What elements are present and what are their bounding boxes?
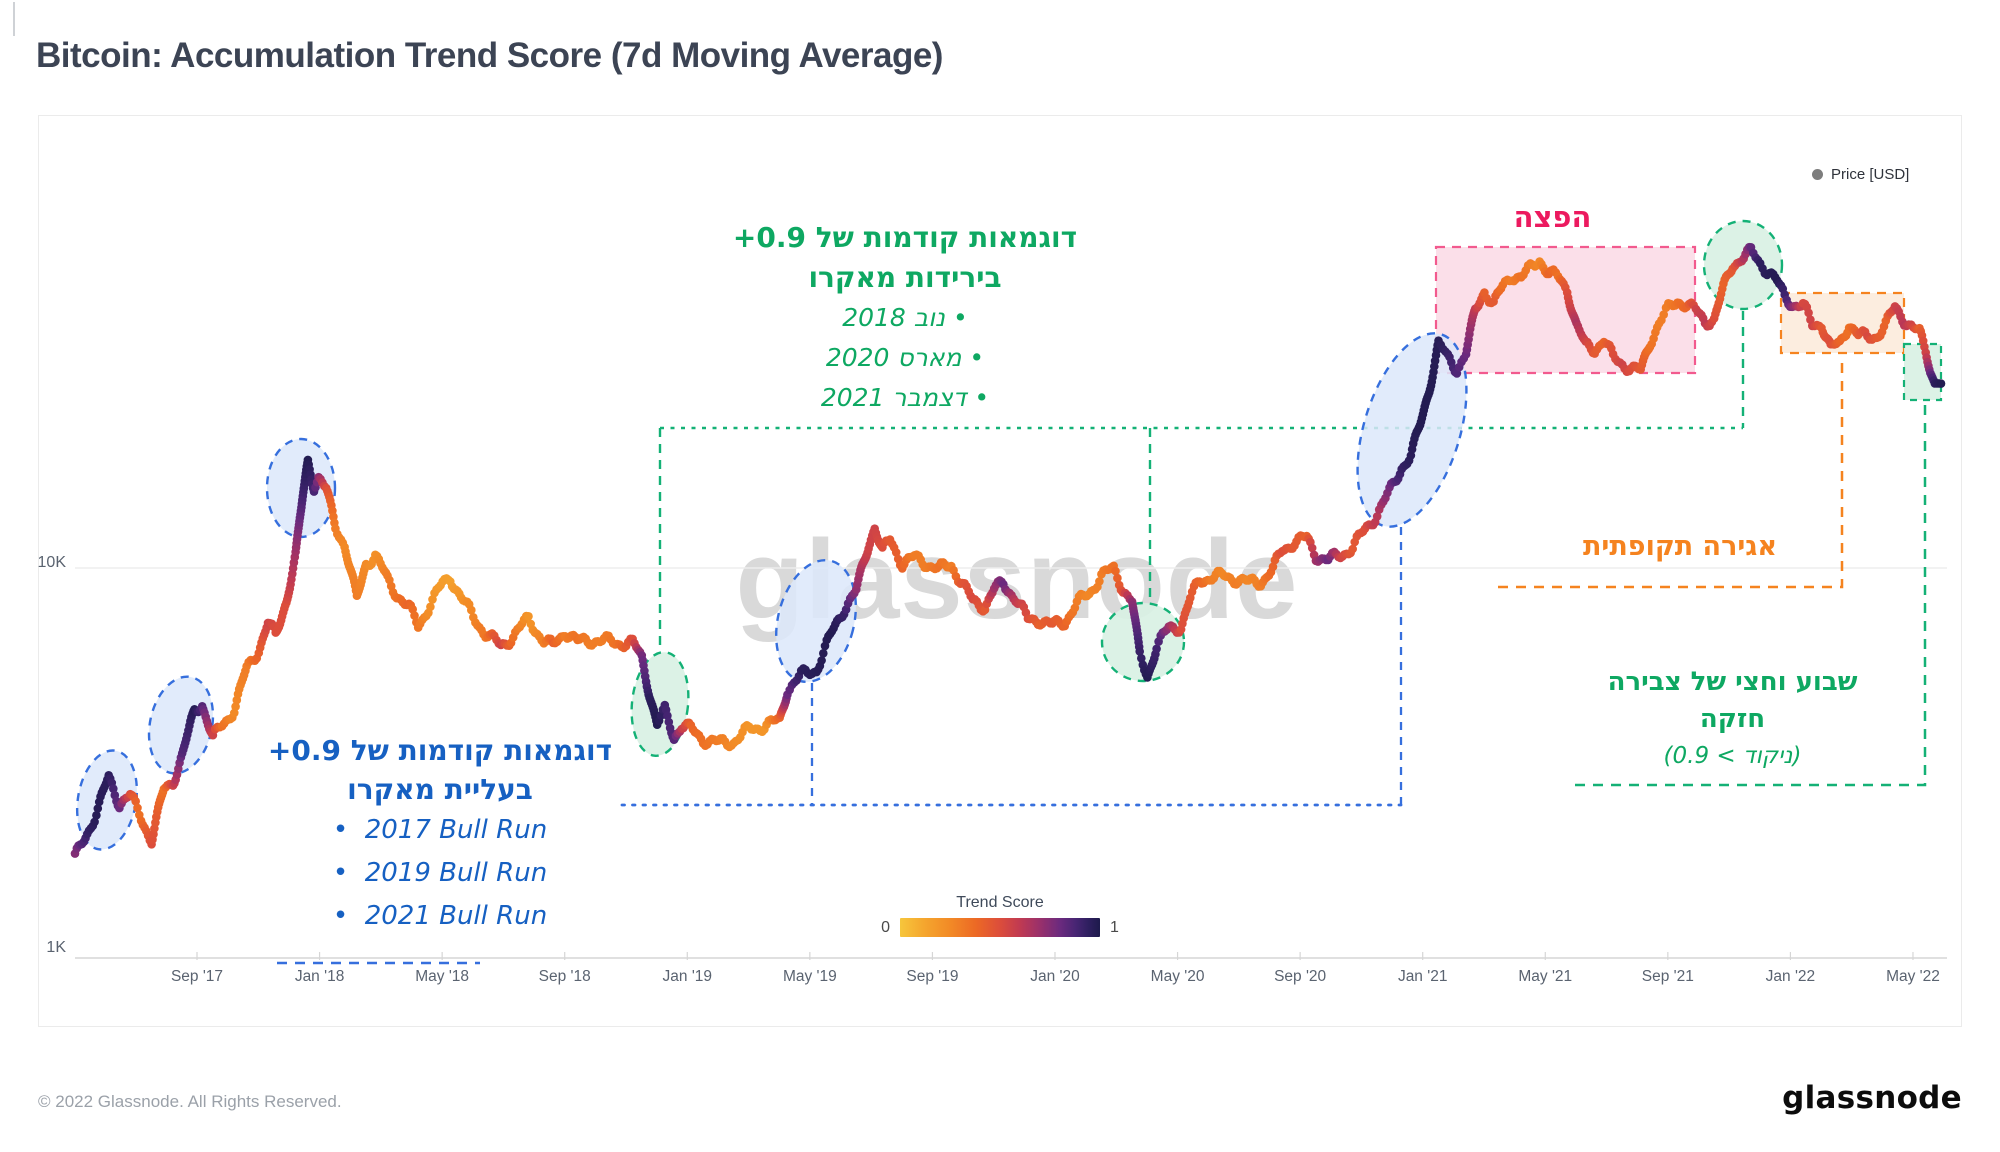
series-legend[interactable]: Price [USD] [1812, 166, 1909, 183]
corner-divider [13, 2, 15, 36]
annotation-bullet: מארס 2020 [670, 338, 1140, 378]
x-tick-label: Sep '20 [1274, 968, 1326, 985]
trend-score-legend: Trend Score 0 1 [868, 894, 1132, 937]
y-tick-10k: 10K [38, 554, 67, 571]
page-title: Bitcoin: Accumulation Trend Score (7d Mo… [36, 36, 943, 75]
annotation-line: דוגמאות קודמות של ‎+0.9 [267, 734, 613, 767]
annotation-distribution-label: הפצה [1513, 200, 1592, 234]
x-tick-label: Sep '19 [906, 968, 958, 985]
orange-connector [1498, 356, 1844, 589]
x-tick-label: May '18 [415, 968, 469, 985]
trend-score-gradient-bar [900, 918, 1100, 937]
y-tick-1k: 1K [46, 939, 66, 956]
annotation-bullet: 2017 Bull Run [225, 809, 655, 852]
price-series-marker [1812, 169, 1823, 180]
annotation-line: (ניקוד > 0.9) [1663, 743, 1802, 769]
copyright-text: © 2022 Glassnode. All Rights Reserved. [38, 1092, 342, 1111]
x-tick-label: May '22 [1886, 968, 1940, 985]
annotation-line: בעליית מאקרו [347, 773, 533, 806]
x-tick-label: Jan '22 [1766, 968, 1816, 985]
x-tick-label: Jan '20 [1030, 968, 1080, 985]
x-tick-label: Sep '17 [171, 968, 223, 985]
annotation-green-macro-lows: דוגמאות קודמות של ‎+0.9 בירידות מאקרו נו… [670, 218, 1140, 418]
x-tick-label: Jan '18 [295, 968, 345, 985]
trend-score-max: 1 [1110, 918, 1119, 936]
annotation-bullet: נוב 2018 [670, 298, 1140, 338]
x-tick-label: Jan '19 [663, 968, 713, 985]
annotation-line: חזקה [1699, 704, 1766, 734]
x-tick-label: May '20 [1151, 968, 1205, 985]
annotation-periodic-accumulation-label: אגירה תקופתית [1582, 531, 1778, 562]
trend-score-legend-title: Trend Score [956, 894, 1044, 911]
price-series-label: Price [USD] [1831, 166, 1910, 183]
annotation-bullet: 2021 Bull Run [225, 895, 655, 938]
annotation-strong-accumulation: שבוע וחצי של צבירה חזקה (ניקוד > 0.9) [1545, 664, 1920, 774]
green-connector-right [1575, 403, 1927, 787]
x-tick-label: Sep '21 [1642, 968, 1694, 985]
price-series [70, 242, 1946, 858]
x-tick-label: Sep '18 [539, 968, 591, 985]
green-ellipse-mar2020 [1100, 601, 1186, 683]
annotation-line: דוגמאות קודמות של ‎+0.9 [732, 221, 1078, 254]
blue-ellipse-2021 [1356, 332, 1468, 528]
annotation-bullet: דצמבר 2021 [670, 378, 1140, 418]
x-tick-label: May '21 [1518, 968, 1572, 985]
blue-ellipse-2019 [774, 558, 858, 684]
glassnode-logo: glassnode [1782, 1080, 1962, 1116]
trend-score-min: 0 [881, 918, 890, 936]
annotation-bullet: 2019 Bull Run [225, 852, 655, 895]
annotation-line: שבוע וחצי של צבירה [1607, 667, 1858, 697]
annotation-blue-bull-runs: דוגמאות קודמות של ‎+0.9 בעליית מאקרו 201… [225, 731, 655, 938]
x-axis-ticks: Sep '17 Jan '18 May '18 Sep '18 Jan '19 May '… [171, 952, 1940, 985]
annotation-line: בירידות מאקרו [808, 261, 1002, 294]
x-tick-label: May '19 [783, 968, 837, 985]
x-tick-label: Jan '21 [1398, 968, 1448, 985]
